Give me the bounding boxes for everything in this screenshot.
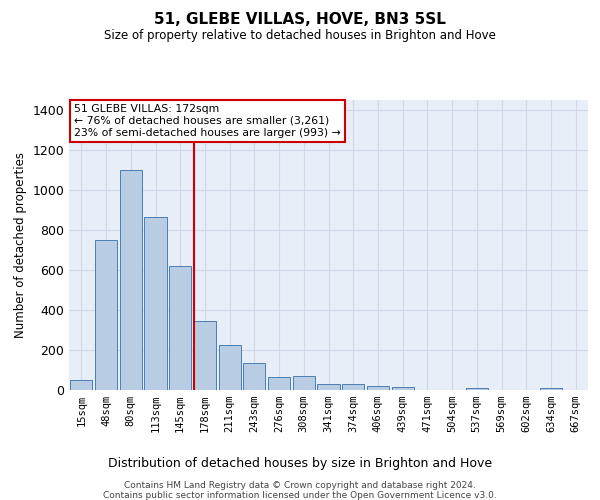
Text: Size of property relative to detached houses in Brighton and Hove: Size of property relative to detached ho… [104,29,496,42]
Bar [392,388,414,390]
Bar [194,321,216,390]
Bar [145,217,167,390]
Bar [342,384,364,390]
Bar [367,386,389,390]
Text: 51, GLEBE VILLAS, HOVE, BN3 5SL: 51, GLEBE VILLAS, HOVE, BN3 5SL [154,12,446,28]
Bar [243,363,265,390]
Bar [540,388,562,390]
Text: Distribution of detached houses by size in Brighton and Hove: Distribution of detached houses by size … [108,458,492,470]
Text: Contains public sector information licensed under the Open Government Licence v3: Contains public sector information licen… [103,491,497,500]
Bar [218,345,241,390]
Bar [70,380,92,390]
Bar [317,384,340,390]
Text: 51 GLEBE VILLAS: 172sqm
← 76% of detached houses are smaller (3,261)
23% of semi: 51 GLEBE VILLAS: 172sqm ← 76% of detache… [74,104,341,138]
Text: Contains HM Land Registry data © Crown copyright and database right 2024.: Contains HM Land Registry data © Crown c… [124,481,476,490]
Bar [466,388,488,390]
Bar [169,266,191,390]
Bar [268,377,290,390]
Bar [95,240,117,390]
Bar [293,376,315,390]
Y-axis label: Number of detached properties: Number of detached properties [14,152,27,338]
Bar [119,170,142,390]
